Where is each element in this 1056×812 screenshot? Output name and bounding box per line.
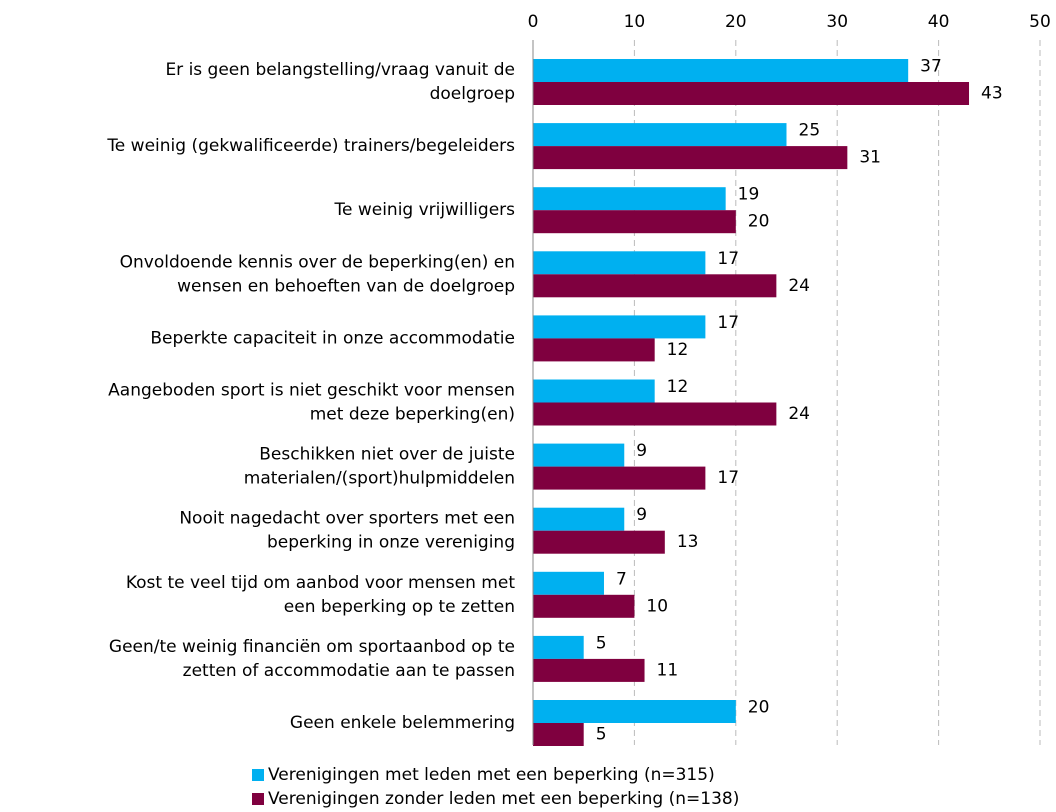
bar: [533, 210, 736, 234]
x-tick-label: 50: [1029, 12, 1051, 32]
bar: [533, 379, 655, 403]
bar: [533, 251, 706, 275]
value-label: 20: [748, 698, 770, 718]
x-tick-label: 30: [826, 12, 848, 32]
bar: [533, 315, 706, 339]
legend-label: Verenigingen zonder leden met een beperk…: [268, 789, 739, 809]
value-label: 12: [667, 377, 689, 397]
value-label: 11: [657, 660, 679, 680]
value-label: 37: [920, 57, 942, 77]
legend-label: Verenigingen met leden met een beperking…: [268, 765, 715, 785]
value-label: 5: [596, 633, 607, 653]
bar: [533, 59, 909, 82]
y-tick-label: beperking in onze vereniging: [267, 533, 515, 553]
x-tick-label: 0: [528, 12, 539, 32]
y-tick-label: Kost te veel tijd om aanbod voor mensen …: [126, 573, 515, 593]
y-tick-label: Te weinig vrijwilligers: [333, 200, 515, 220]
bar: [533, 723, 584, 746]
bar: [533, 594, 635, 618]
x-tick-label: 10: [624, 12, 646, 32]
value-label: 31: [859, 148, 881, 168]
legend-marker: [252, 793, 264, 805]
y-tick-label: Nooit nagedacht over sporters met een: [179, 509, 515, 529]
bar: [533, 274, 777, 298]
value-label: 9: [636, 505, 647, 525]
value-label: 24: [788, 276, 810, 296]
bar: [533, 635, 584, 659]
value-label: 9: [636, 441, 647, 461]
bar: [533, 443, 625, 467]
x-tick-label: 40: [928, 12, 950, 32]
value-label: 19: [738, 185, 760, 205]
value-label: 17: [717, 313, 739, 333]
legend-marker: [252, 769, 264, 781]
value-label: 13: [677, 532, 699, 552]
y-tick-label: Onvoldoende kennis over de beperking(en)…: [120, 252, 515, 272]
value-label: 24: [788, 404, 810, 424]
y-tick-label: Beperkte capaciteit in onze accommodatie: [150, 328, 515, 348]
bar: [533, 466, 706, 490]
y-tick-label: een beperking op te zetten: [284, 597, 515, 617]
y-tick-label: Te weinig (gekwalificeerde) trainers/beg…: [106, 136, 515, 156]
y-tick-label: Er is geen belangstelling/vraag vanuit d…: [165, 60, 515, 80]
value-label: 17: [717, 249, 739, 269]
bar: [533, 700, 736, 723]
value-label: 43: [981, 84, 1003, 104]
y-tick-label: Beschikken niet over de juiste: [259, 445, 515, 465]
bar: [533, 507, 625, 531]
bar: [533, 187, 726, 211]
value-label: 7: [616, 569, 627, 589]
y-tick-label: wensen en behoeften van de doelgroep: [177, 276, 515, 296]
bar: [533, 658, 645, 682]
bar: [533, 402, 777, 426]
bar: [533, 530, 665, 554]
value-label: 5: [596, 725, 607, 745]
value-label: 12: [667, 340, 689, 360]
value-label: 25: [799, 121, 821, 141]
bar: [533, 146, 848, 170]
y-tick-label: Aangeboden sport is niet geschikt voor m…: [108, 381, 515, 401]
y-tick-label: materialen/(sport)hulpmiddelen: [244, 469, 515, 489]
value-label: 20: [748, 212, 770, 232]
bar: [533, 338, 655, 362]
y-tick-label: Geen/te weinig financiën om sportaanbod …: [109, 637, 515, 657]
y-tick-label: met deze beperking(en): [310, 405, 515, 425]
x-tick-label: 20: [725, 12, 747, 32]
y-tick-label: Geen enkele belemmering: [290, 713, 515, 733]
y-tick-label: doelgroep: [430, 84, 515, 104]
value-label: 10: [646, 596, 668, 616]
y-tick-label: zetten of accommodatie aan te passen: [183, 661, 515, 681]
bar: [533, 571, 604, 595]
bar: [533, 82, 970, 105]
value-label: 17: [717, 468, 739, 488]
bar: [533, 123, 787, 147]
